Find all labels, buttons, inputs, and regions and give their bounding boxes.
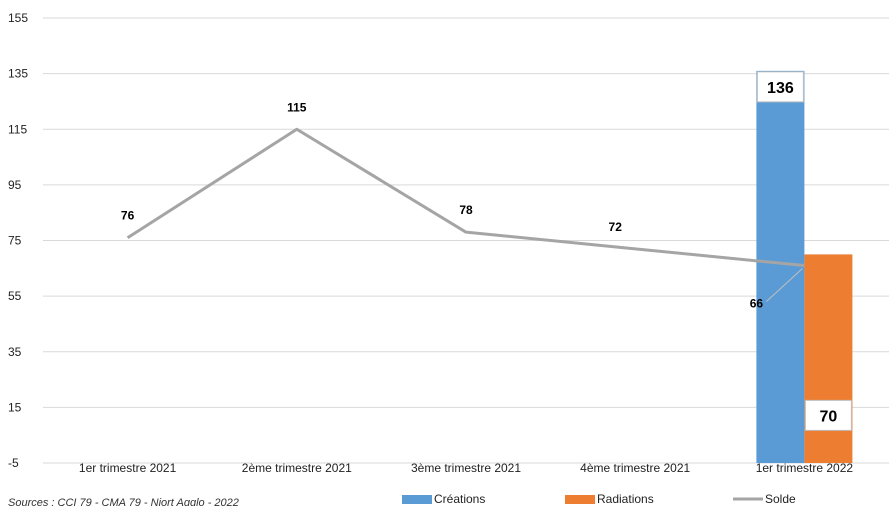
y-tick-label: 95 (8, 178, 22, 192)
data-labels: 136 70 76 115 78 72 66 (121, 71, 852, 431)
y-tick-label: 55 (8, 289, 22, 303)
bar-radiations (804, 254, 853, 463)
leader-line (766, 268, 803, 302)
data-label-box (804, 399, 852, 431)
legend-label: Radiations (597, 492, 654, 506)
solde-line (126, 127, 805, 268)
gridlines (43, 17, 889, 464)
data-label: 70 (820, 408, 838, 425)
y-tick-label: 155 (8, 11, 28, 25)
x-tick-label: 2ème trimestre 2021 (242, 461, 352, 475)
data-label-box (756, 71, 804, 103)
solde-label: 78 (459, 203, 473, 217)
y-tick-label: 135 (8, 67, 28, 81)
legend: Créations Radiations Solde (402, 492, 796, 506)
legend-swatch-créations (402, 495, 432, 504)
line-solde (126, 127, 805, 268)
x-tick-label: 3ème trimestre 2021 (411, 461, 521, 475)
bar-créations (756, 70, 805, 463)
y-tick-label: 35 (8, 345, 22, 359)
x-tick-label: 1er trimestre 2021 (79, 461, 177, 475)
x-axis-ticks: 1er trimestre 2021 2ème trimestre 2021 3èm… (79, 461, 854, 475)
x-tick-label: 1er trimestre 2022 (756, 461, 854, 475)
y-axis-ticks: 155 135 115 95 75 55 35 15 -5 (8, 11, 28, 470)
y-tick-label: 115 (8, 122, 27, 136)
data-label: 136 (767, 80, 794, 97)
legend-swatch-radiations (565, 495, 595, 504)
solde-label: 76 (121, 209, 135, 223)
source-note: Sources : CCI 79 - CMA 79 - Niort Agglo … (8, 497, 239, 506)
legend-label: Solde (765, 492, 796, 506)
y-tick-label: -5 (8, 456, 19, 470)
x-tick-label: 4ème trimestre 2021 (580, 461, 690, 475)
y-tick-label: 75 (8, 234, 22, 248)
y-tick-label: 15 (8, 400, 22, 414)
solde-label: 66 (750, 297, 764, 311)
legend-label: Créations (434, 492, 485, 506)
solde-label: 115 (287, 100, 307, 114)
solde-label: 72 (609, 220, 623, 234)
